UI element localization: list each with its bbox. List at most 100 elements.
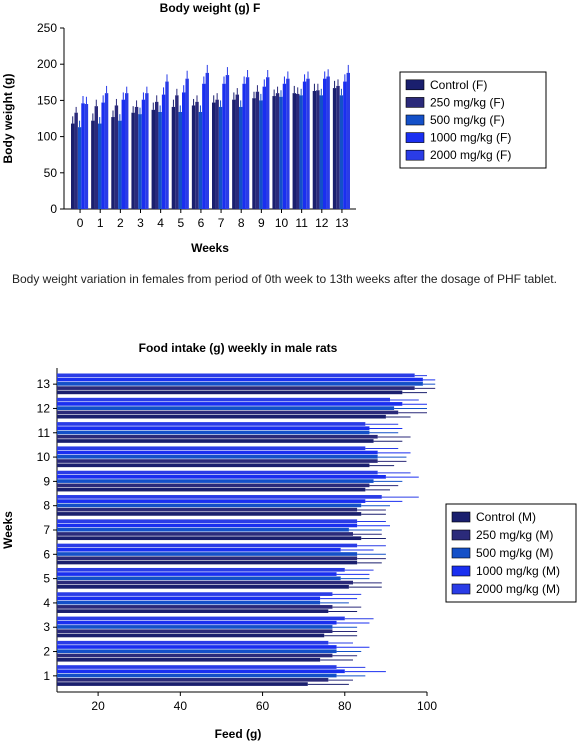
legend-swatch xyxy=(451,547,471,559)
x-tick-label: 9 xyxy=(258,216,265,230)
bar xyxy=(259,100,263,209)
y-tick-label: 10 xyxy=(37,450,51,464)
bar xyxy=(71,123,75,209)
legend-label: 500 mg/kg (F) xyxy=(430,113,505,127)
bar xyxy=(225,75,230,209)
bar xyxy=(57,629,333,634)
bar xyxy=(57,560,358,565)
x-tick-label: 11 xyxy=(295,216,308,230)
legend-swatch xyxy=(451,529,471,541)
bar xyxy=(286,78,290,210)
bar xyxy=(239,106,243,209)
bar xyxy=(57,479,374,483)
y-tick-label: 7 xyxy=(43,523,50,537)
bar xyxy=(57,620,337,625)
bar xyxy=(57,609,329,613)
bar xyxy=(319,95,323,209)
bar xyxy=(155,101,159,209)
bar xyxy=(57,495,382,499)
bar xyxy=(57,567,345,572)
bar xyxy=(57,552,358,556)
x-tick-label: 20 xyxy=(91,699,105,713)
bar xyxy=(178,111,182,209)
bar xyxy=(57,487,366,492)
bar xyxy=(215,99,219,209)
bar xyxy=(74,112,78,209)
y-tick-label: 12 xyxy=(37,401,51,415)
bar xyxy=(57,463,370,468)
bar xyxy=(77,127,82,209)
bar xyxy=(57,483,370,488)
bar xyxy=(145,93,149,209)
x-tick-label: 3 xyxy=(137,216,144,230)
bar xyxy=(57,543,358,548)
bar xyxy=(101,102,105,209)
bar xyxy=(57,450,378,455)
y-tick-label: 2 xyxy=(43,645,50,659)
bar xyxy=(57,556,358,561)
bar xyxy=(111,117,115,209)
bar xyxy=(131,112,135,209)
bar xyxy=(252,98,256,209)
bar xyxy=(272,96,276,209)
bar xyxy=(57,474,386,479)
y-axis-label: Weeks xyxy=(1,511,15,549)
bar xyxy=(57,410,399,415)
legend-swatch xyxy=(451,511,471,523)
bar xyxy=(306,78,310,210)
legend-label: 250 mg/kg (F) xyxy=(430,95,505,109)
bar xyxy=(125,93,129,209)
bar xyxy=(57,523,358,528)
x-tick-label: 80 xyxy=(338,699,352,713)
bar xyxy=(57,585,349,589)
bar xyxy=(195,101,199,209)
y-tick-label: 13 xyxy=(37,377,51,391)
y-tick-label: 6 xyxy=(43,547,50,561)
bar xyxy=(57,459,378,463)
bar xyxy=(57,633,325,638)
bar xyxy=(114,105,119,209)
bar xyxy=(339,95,344,209)
bar xyxy=(57,454,378,459)
y-tick-label: 50 xyxy=(44,166,58,180)
legend: Control (M) 250 mg/kg (M) 500 mg/kg (M) 100… xyxy=(445,503,577,603)
bar xyxy=(57,580,353,585)
bar xyxy=(57,572,337,576)
legend-swatch xyxy=(405,149,425,161)
legend-swatch xyxy=(405,132,425,143)
bar xyxy=(57,499,366,503)
y-tick-label: 4 xyxy=(43,596,50,610)
chart-food-intake: Food intake (g) weekly in male rats 20 40 6… xyxy=(1,341,437,741)
bar xyxy=(161,94,166,209)
y-tick-label: 100 xyxy=(37,130,57,144)
x-tick-label: 60 xyxy=(256,699,270,713)
bar xyxy=(57,532,353,536)
bar xyxy=(198,111,203,209)
bar xyxy=(57,414,386,419)
bar xyxy=(275,93,280,209)
bar xyxy=(57,649,337,654)
legend-box xyxy=(399,71,547,169)
y-tick-label: 1 xyxy=(43,669,50,683)
bar xyxy=(57,665,337,669)
bar xyxy=(57,512,362,516)
bar xyxy=(245,77,250,210)
bar xyxy=(312,90,317,209)
bar xyxy=(57,596,321,601)
chart-title: Food intake (g) weekly in male rats xyxy=(139,341,338,355)
bar xyxy=(158,111,162,209)
bar xyxy=(235,94,239,209)
bar xyxy=(57,657,321,662)
bar xyxy=(316,90,320,209)
x-tick-label: 13 xyxy=(335,216,349,230)
bar xyxy=(57,382,423,386)
y-tick-label: 200 xyxy=(37,57,57,71)
bar xyxy=(57,669,345,674)
y-tick-label: 250 xyxy=(37,21,57,35)
bar xyxy=(266,77,270,210)
bar xyxy=(138,114,142,209)
bar xyxy=(94,106,98,209)
y-tick-label: 9 xyxy=(43,474,50,488)
bar xyxy=(57,503,362,508)
